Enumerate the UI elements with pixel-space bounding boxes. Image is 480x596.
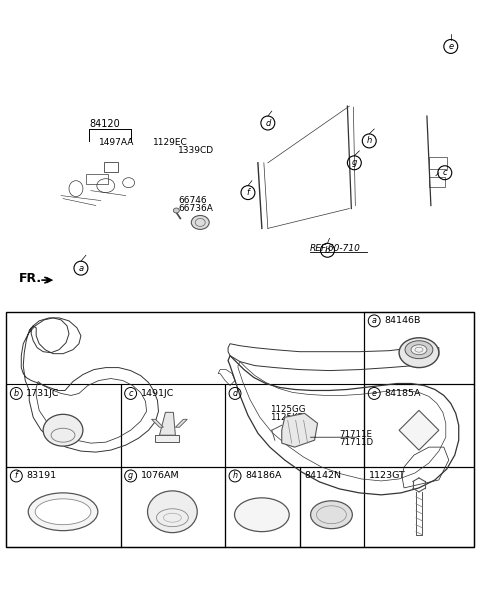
Text: 1491JC: 1491JC [141, 389, 174, 398]
Bar [120, 384, 225, 467]
Ellipse shape [147, 491, 197, 533]
Text: 83191: 83191 [26, 471, 56, 480]
Text: a: a [372, 316, 377, 325]
Text: 1497AA: 1497AA [99, 138, 134, 147]
Bar [6, 384, 120, 467]
Bar [364, 384, 474, 467]
Ellipse shape [28, 493, 98, 530]
Polygon shape [152, 420, 164, 427]
Ellipse shape [405, 341, 433, 359]
Text: 1731JC: 1731JC [26, 389, 60, 398]
Text: c: c [129, 389, 133, 398]
Bar [104, 162, 118, 172]
Polygon shape [156, 435, 180, 442]
Ellipse shape [411, 344, 427, 355]
Text: a: a [78, 263, 84, 273]
Text: 1076AM: 1076AM [141, 471, 179, 480]
Text: 84146B: 84146B [384, 316, 420, 325]
Text: 1339CD: 1339CD [179, 147, 215, 156]
Polygon shape [282, 414, 318, 447]
Text: d: d [265, 119, 271, 128]
Ellipse shape [35, 499, 91, 524]
Bar [364, 312, 474, 384]
Text: REF.60-710: REF.60-710 [310, 244, 360, 253]
Ellipse shape [43, 414, 83, 446]
Text: 84120: 84120 [89, 119, 120, 129]
Bar [6, 467, 120, 547]
Text: h: h [367, 136, 372, 145]
Text: FR.: FR. [19, 272, 42, 285]
Text: e: e [448, 42, 453, 51]
Text: 1125KB: 1125KB [270, 413, 303, 422]
Polygon shape [399, 411, 439, 450]
Ellipse shape [173, 208, 180, 213]
Text: 1123GT: 1123GT [369, 471, 406, 480]
Text: 71711D: 71711D [339, 437, 373, 446]
Text: c: c [443, 168, 447, 177]
Ellipse shape [235, 498, 289, 532]
Text: 66746: 66746 [179, 196, 207, 205]
Text: 84142N: 84142N [305, 471, 342, 480]
Polygon shape [159, 412, 175, 435]
Text: b: b [325, 246, 330, 254]
Text: f: f [246, 188, 250, 197]
Bar [429, 176, 445, 187]
Text: d: d [232, 389, 238, 398]
Bar [364, 467, 474, 547]
Bar [86, 173, 108, 184]
Text: 66736A: 66736A [179, 204, 213, 213]
Bar [120, 467, 225, 547]
Text: g: g [128, 471, 133, 480]
Ellipse shape [399, 338, 439, 368]
Polygon shape [175, 420, 187, 427]
Text: h: h [232, 471, 238, 480]
Text: g: g [352, 159, 357, 167]
Bar [429, 157, 447, 169]
Text: e: e [372, 389, 377, 398]
Text: 84186A: 84186A [245, 471, 281, 480]
Text: 1129EC: 1129EC [153, 138, 187, 147]
Text: 71711E: 71711E [339, 430, 372, 439]
Text: f: f [15, 471, 18, 480]
Text: 1125GG: 1125GG [270, 405, 305, 414]
Text: b: b [14, 389, 19, 398]
Bar [300, 467, 364, 547]
Bar [6, 312, 474, 547]
Bar [225, 467, 300, 547]
Text: 84185A: 84185A [384, 389, 420, 398]
Bar [225, 384, 364, 467]
Ellipse shape [311, 501, 352, 529]
Ellipse shape [192, 216, 209, 229]
